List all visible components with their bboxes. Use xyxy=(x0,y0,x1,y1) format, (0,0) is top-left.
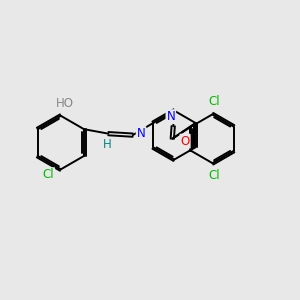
Text: HO: HO xyxy=(56,97,74,110)
Text: N: N xyxy=(167,110,175,123)
Text: O: O xyxy=(181,135,190,148)
Text: N: N xyxy=(137,127,146,140)
Text: H: H xyxy=(103,138,111,152)
Text: Cl: Cl xyxy=(208,95,220,108)
Text: Cl: Cl xyxy=(208,169,220,182)
Text: Cl: Cl xyxy=(43,168,54,181)
